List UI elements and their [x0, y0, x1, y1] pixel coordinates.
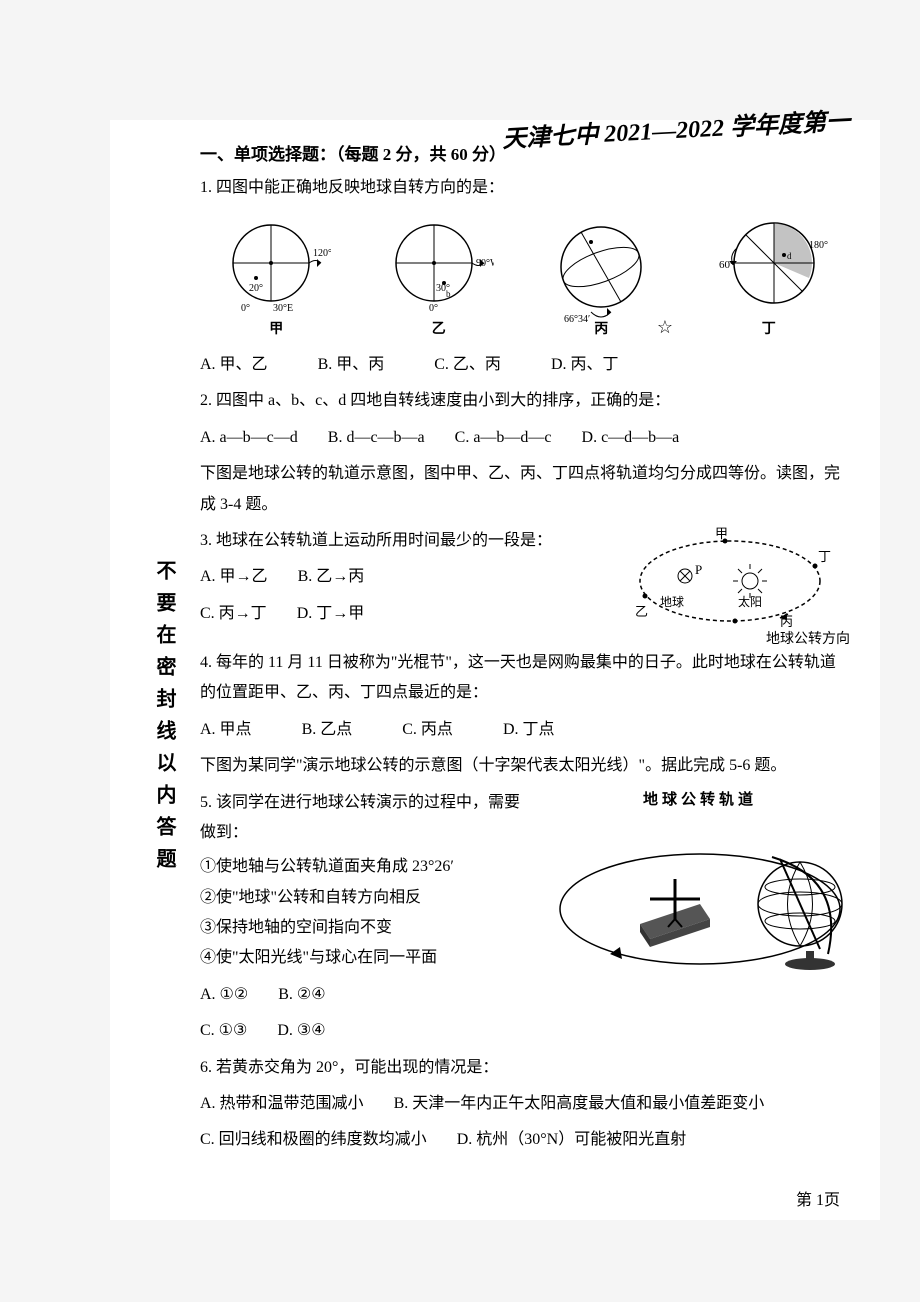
q3-opt-a: A. 甲→乙 — [200, 562, 268, 592]
orbit-bing: 丙 — [780, 614, 793, 629]
q5-options-2: C. ①③ D. ③④ — [200, 1016, 535, 1046]
q5-opt-a: A. ①② — [200, 980, 248, 1010]
fig-yi: 90°W 30° 0° b 乙 — [384, 213, 494, 344]
svg-text:d: d — [787, 251, 792, 261]
demo-figure: 地球公转轨道 — [550, 788, 850, 999]
q5-item-4: ④使"太阳光线"与球心在同一平面 — [200, 943, 535, 973]
q1-opt-d: D. 丙、丁 — [551, 350, 619, 380]
q5-opt-d: D. ③④ — [277, 1016, 325, 1046]
question-2: 2. 四图中 a、b、c、d 四地自转线速度由小到大的排序，正确的是： A. a… — [200, 386, 850, 453]
q5-item-2: ②使"地球"公转和自转方向相反 — [200, 883, 535, 913]
q5-opt-b: B. ②④ — [278, 980, 325, 1010]
orbit-earth: 地球 — [660, 595, 684, 609]
q2-opt-a: A. a—b—c—d — [200, 423, 298, 453]
q1-stem: 1. 四图中能正确地反映地球自转方向的是： — [200, 173, 850, 203]
fig-jia: 120°E 20° 0° 30°E 甲 — [221, 213, 331, 344]
q1-options: A. 甲、乙 B. 甲、丙 C. 乙、丙 D. 丙、丁 — [200, 350, 850, 380]
q6-opt-b: B. 天津一年内正午太阳高度最大值和最小值差距变小 — [394, 1089, 765, 1119]
orbit-figure: 甲 丁 丙 乙 P 地球 太阳 地球公转方向 — [620, 526, 850, 648]
orbit-ding: 丁 — [818, 549, 831, 564]
fig-jia-label: 甲 — [221, 317, 331, 344]
q3-opt-c: C. 丙→丁 — [200, 599, 267, 629]
question-5: 5. 该同学在进行地球公转演示的过程中，需要做到： ①使地轴与公转轨道面夹角成 … — [200, 788, 535, 1047]
q2-stem: 2. 四图中 a、b、c、d 四地自转线速度由小到大的排序，正确的是： — [200, 386, 850, 416]
q3-opt-d: D. 丁→甲 — [297, 599, 365, 629]
q6-options: A. 热带和温带范围减小 B. 天津一年内正午太阳高度最大值和最小值差距变小 C… — [200, 1089, 850, 1156]
q3-opt-b: B. 乙→丙 — [298, 562, 365, 592]
q2-opt-c: C. a—b—d—c — [455, 423, 552, 453]
orbit-jia: 甲 — [715, 526, 728, 541]
q3-stem: 3. 地球在公转轨道上运动所用时间最少的一段是： — [200, 526, 605, 556]
q4-options: A. 甲点 B. 乙点 C. 丙点 D. 丁点 — [200, 715, 850, 745]
q6-opt-a: A. 热带和温带范围减小 — [200, 1089, 364, 1119]
q4-opt-b: B. 乙点 — [302, 715, 353, 745]
label-30e: 30°E — [273, 303, 293, 313]
label-90w: 90°W — [476, 258, 494, 269]
q4-opt-d: D. 丁点 — [503, 715, 555, 745]
intro-3-4: 下图是地球公转的轨道示意图，图中甲、乙、丙、丁四点将轨道均匀分成四等份。读图，完… — [200, 459, 850, 520]
q4-opt-a: A. 甲点 — [200, 715, 252, 745]
q6-opt-d: D. 杭州（30°N）可能被阳光直射 — [457, 1125, 687, 1155]
fig-bing-label: 丙 — [546, 317, 656, 344]
question-3: 3. 地球在公转轨道上运动所用时间最少的一段是： A. 甲→乙 B. 乙→丙 C… — [200, 526, 605, 629]
q5-item-1: ①使地轴与公转轨道面夹角成 23°26′ — [200, 852, 535, 882]
label-20: 20° — [249, 283, 263, 294]
label-180: 180° — [809, 240, 828, 251]
star-icon: ☆ — [657, 310, 673, 344]
question-1: 1. 四图中能正确地反映地球自转方向的是： ☆ 120°E 20° 0° 30°… — [200, 173, 850, 380]
seal-line-note: 不要在密封线以内答题 — [150, 560, 179, 880]
page-number: 第 1页 — [796, 1186, 840, 1210]
q3-options-2: C. 丙→丁 D. 丁→甲 — [200, 599, 605, 629]
q1-opt-c: C. 乙、丙 — [434, 350, 501, 380]
question-6: 6. 若黄赤交角为 20°，可能出现的情况是： A. 热带和温带范围减小 B. … — [200, 1053, 850, 1156]
label-6634: 66°34′ — [564, 314, 590, 325]
q5-opt-c: C. ①③ — [200, 1016, 247, 1046]
svg-text:b: b — [446, 289, 451, 299]
intro-5-6: 下图为某同学"演示地球公转的示意图（十字架代表太阳光线）"。据此完成 5-6 题… — [200, 751, 850, 781]
q6-stem: 6. 若黄赤交角为 20°，可能出现的情况是： — [200, 1053, 850, 1083]
orbit-direction-label: 地球公转方向 — [620, 628, 850, 648]
q4-stem: 4. 每年的 11 月 11 日被称为"光棍节"，这一天也是网购最集中的日子。此… — [200, 648, 850, 709]
q2-options: A. a—b—c—d B. d—c—b—a C. a—b—d—c D. c—d—… — [200, 423, 850, 453]
label-0: 0° — [241, 303, 250, 313]
q1-opt-a: A. 甲、乙 — [200, 350, 268, 380]
fig-ding: 60° 180° d 丁 — [709, 213, 829, 344]
q1-opt-b: B. 甲、丙 — [318, 350, 385, 380]
orbit-p: P — [695, 562, 702, 577]
q5-block: 5. 该同学在进行地球公转演示的过程中，需要做到： ①使地轴与公转轨道面夹角成 … — [200, 788, 850, 1053]
exam-page: 天津七中 2021—2022 学年度第一 不要在密封线以内答题 一、单项选择题：… — [110, 120, 880, 1220]
label-0b: 0° — [429, 303, 438, 313]
orbit-yi: 乙 — [635, 604, 648, 619]
q3-options: A. 甲→乙 B. 乙→丙 — [200, 562, 605, 592]
q5-options: A. ①② B. ②④ — [200, 980, 535, 1010]
question-4: 4. 每年的 11 月 11 日被称为"光棍节"，这一天也是网购最集中的日子。此… — [200, 648, 850, 745]
fig-bing: 66°34′ 丙 — [546, 217, 656, 344]
q2-opt-b: B. d—c—b—a — [328, 423, 425, 453]
orbit-sun: 太阳 — [738, 594, 762, 609]
q6-opt-c: C. 回归线和极圈的纬度数均减小 — [200, 1125, 427, 1155]
demo-orbit-label: 地球公转轨道 — [550, 788, 850, 809]
q2-opt-d: D. c—d—b—a — [582, 423, 680, 453]
label-120e: 120°E — [313, 248, 331, 259]
q5-stem: 5. 该同学在进行地球公转演示的过程中，需要做到： — [200, 788, 535, 849]
fig-ding-label: 丁 — [709, 317, 829, 344]
q4-opt-c: C. 丙点 — [402, 715, 453, 745]
q1-figures: ☆ 120°E 20° 0° 30°E 甲 — [200, 213, 850, 344]
fig-yi-label: 乙 — [384, 317, 494, 344]
q3-block: 3. 地球在公转轨道上运动所用时间最少的一段是： A. 甲→乙 B. 乙→丙 C… — [200, 526, 850, 648]
q5-item-3: ③保持地轴的空间指向不变 — [200, 913, 535, 943]
